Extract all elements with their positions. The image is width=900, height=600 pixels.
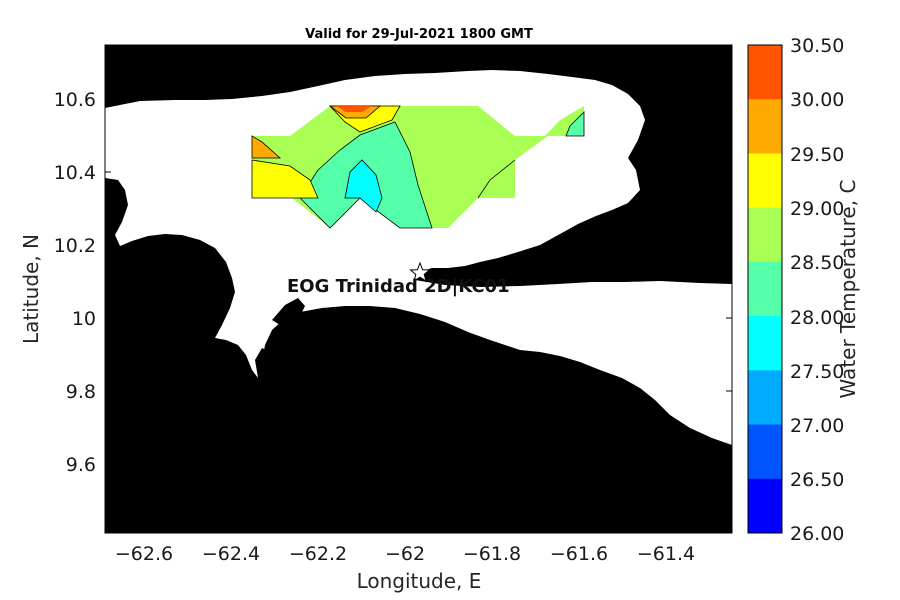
x-tick-label: −61.4 [637, 543, 695, 565]
colorbar-frame [747, 44, 783, 534]
y-tick-label: 10 [72, 308, 96, 330]
x-tick-label: −61.8 [463, 543, 521, 565]
colorbar-tick-label: 27.00 [790, 415, 844, 437]
colorbar-tick-label: 26.50 [790, 469, 844, 491]
colorbar-tick-label: 26.00 [790, 523, 844, 545]
map-area: EOG Trinidad 2D|KC01 [104, 44, 733, 534]
contour-line-east [477, 159, 516, 199]
x-axis: −62.6 −62.4 −62.2 −62 −61.8 −61.6 −61.4 … [115, 45, 695, 593]
colorbar-swatch [748, 370, 782, 426]
y-tick-label: 10.6 [54, 89, 96, 111]
colorbar-swatches [748, 45, 782, 534]
x-axis-label: Longitude, E [357, 569, 482, 593]
plot-frame [104, 44, 733, 534]
colorbar-swatch [748, 478, 782, 534]
star-icon [409, 261, 431, 283]
x-tick-label: −62.6 [115, 543, 173, 565]
colorbar-tick-label: 28.00 [790, 307, 844, 329]
colorbar-tick-label: 30.50 [790, 35, 844, 57]
colorbar-swatch [748, 316, 782, 371]
colorbar-tick-label: 29.00 [790, 198, 844, 220]
island-west [272, 298, 305, 328]
contour-30-0-west [251, 135, 282, 159]
temperature-contours [251, 105, 585, 229]
y-tick-label: 9.8 [66, 381, 96, 403]
colorbar-swatch [748, 261, 782, 317]
colorbar-tick-label: 28.50 [790, 252, 844, 274]
y-axis: 10.6 10.4 10.2 10 9.8 9.6 Latitude, N [19, 89, 732, 476]
station-marker: EOG Trinidad 2D|KC01 [287, 261, 510, 297]
colorbar-label: Water Temperature, C [836, 180, 860, 399]
y-axis-label: Latitude, N [19, 234, 43, 344]
colorbar-swatch [748, 45, 782, 100]
colorbar-swatch [748, 153, 782, 209]
peninsula-mid [255, 348, 270, 378]
y-tick-label: 9.6 [66, 454, 96, 476]
contour-28-0-band [344, 159, 383, 213]
colorbar-swatch [748, 99, 782, 154]
contour-28-5-east [565, 111, 585, 137]
colorbar-swatch [748, 207, 782, 263]
x-tick-label: −62.4 [202, 543, 260, 565]
contour-29-5-band-west [251, 159, 319, 199]
station-label: EOG Trinidad 2D|KC01 [287, 276, 510, 297]
x-tick-label: −62.2 [289, 543, 347, 565]
x-tick-label: −62 [385, 543, 425, 565]
colorbar-tick-label: 30.00 [790, 89, 844, 111]
contour-30-5-north [336, 106, 372, 112]
colorbar-tick-label: 29.50 [790, 144, 844, 166]
y-tick-label: 10.2 [54, 235, 96, 257]
x-tick-label: −61.6 [550, 543, 608, 565]
colorbar-tick-label: 27.50 [790, 361, 844, 383]
figure-title: Valid for 29-Jul-2021 1800 GMT [305, 27, 533, 42]
y-tick-label: 10.4 [54, 162, 96, 184]
colorbar: 30.50 30.00 29.50 29.00 28.50 28.00 27.5… [747, 35, 860, 545]
colorbar-swatch [748, 424, 782, 480]
coast-notch [105, 178, 122, 220]
